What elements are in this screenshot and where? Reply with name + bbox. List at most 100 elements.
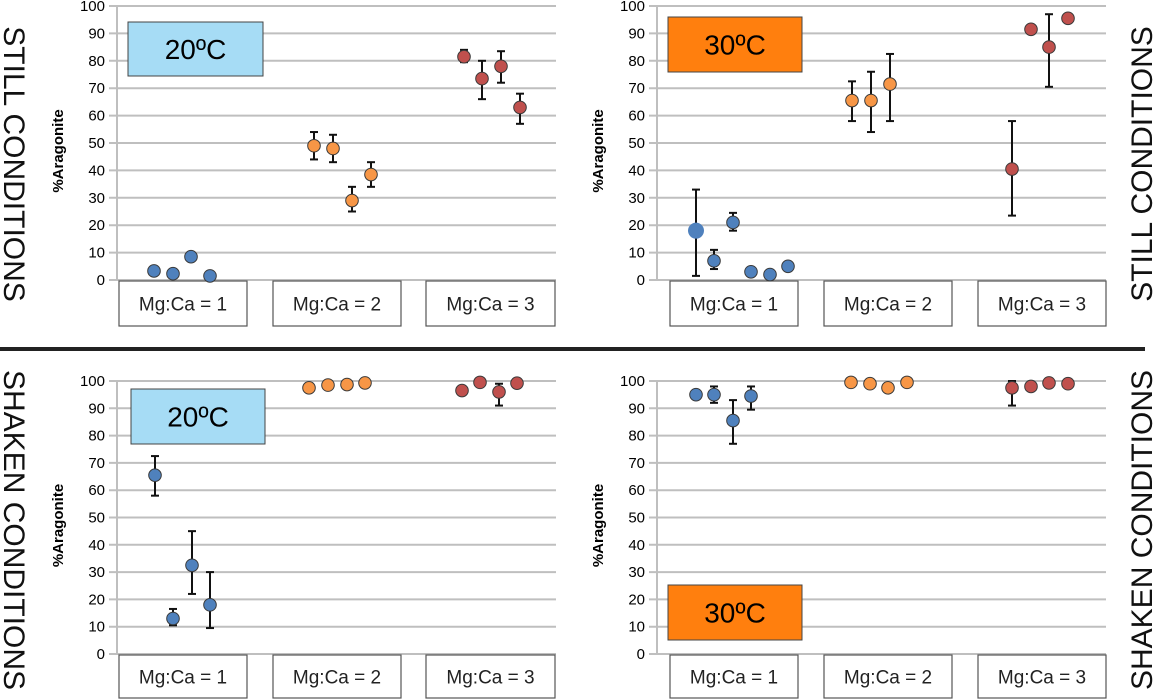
data-point [492,385,506,399]
data-point [340,377,354,392]
y-tick-label: 20 [88,591,105,608]
category-box [977,280,1107,327]
y-tick-label: 100 [620,0,645,15]
y-tick-label: 20 [88,217,105,234]
temperature-box [667,584,803,641]
y-tick-label: 90 [88,400,105,417]
y-tick-label: 50 [628,510,645,527]
category-box [272,280,402,327]
row-label-shaken-left: SHAKEN CONDITIONS [0,370,30,690]
y-tick-label: 50 [628,135,645,152]
y-tick-label: 0 [97,646,105,663]
panel-shaken-30C: 0 10 20 30 40 50 60 70 80 90 100 %Aragonite 30ºC Mg:C… [590,373,1107,699]
y-tick-label: 80 [88,428,105,445]
y-tick-label: 70 [88,455,105,472]
y-tick-label: 70 [628,455,645,472]
data-point [475,71,489,86]
y-axis-label: %Aragonite [50,484,67,567]
data-point [148,468,162,482]
x-category-label: Mg:Ca = 2 [293,295,381,316]
data-point [364,167,378,182]
y-tick-label: 60 [628,482,645,499]
temperature-label: 20ºC [167,402,229,433]
y-tick-label: 40 [628,162,645,179]
data-point [457,49,471,64]
data-point [345,193,359,208]
y-tick-label: 70 [628,80,645,97]
x-category-label: Mg:Ca = 2 [844,295,932,316]
category-box [823,654,953,699]
y-tick-label: 90 [628,25,645,42]
y-axis-label: %Aragonite [590,109,607,192]
data-point [1042,376,1056,390]
x-category-label: Mg:Ca = 1 [690,295,778,316]
temperature-box [127,21,264,77]
y-tick-label: 40 [628,537,645,554]
data-point [726,413,740,428]
category-box [272,654,402,699]
y-tick-label: 20 [628,217,645,234]
x-category-label: Mg:Ca = 2 [293,668,381,689]
data-point [688,222,704,239]
data-point [689,387,703,402]
data-point [455,383,469,398]
data-point [166,611,180,626]
data-point [513,100,527,115]
data-point [726,215,740,230]
x-category-label: Mg:Ca = 1 [139,295,227,316]
y-tick-label: 30 [628,564,645,581]
data-point [1061,11,1075,26]
data-point [494,59,508,74]
row-label-shaken-right: SHAKEN CONDITIONS [1126,370,1159,690]
data-point [1042,40,1056,54]
y-tick-label: 100 [80,0,105,15]
y-tick-label: 60 [628,108,645,125]
y-tick-label: 10 [88,619,105,636]
category-box [669,654,799,699]
data-point [185,558,199,573]
data-point [1024,379,1038,394]
y-tick-label: 20 [628,591,645,608]
data-point [707,387,721,402]
data-point [326,141,340,156]
data-point [844,375,858,390]
x-category-label: Mg:Ca = 3 [446,668,534,689]
temperature-box [667,16,803,73]
data-point [147,264,161,278]
y-tick-label: 50 [88,135,105,152]
data-point [203,598,217,612]
y-tick-label: 30 [88,564,105,581]
y-tick-label: 10 [628,619,645,636]
data-point [863,376,877,391]
x-category-label: Mg:Ca = 3 [998,668,1086,689]
y-tick-label: 40 [88,162,105,179]
data-point [307,138,321,153]
y-tick-label: 80 [628,428,645,445]
y-tick-label: 30 [628,190,645,207]
temperature-label: 20ºC [165,34,227,65]
category-box [118,280,248,327]
y-tick-label: 90 [628,400,645,417]
data-point [763,267,777,282]
data-point [166,266,180,281]
data-point [864,93,878,108]
data-point [510,376,524,390]
data-point [883,77,897,91]
row-label-still-right: STILL CONDITIONS [1126,26,1159,302]
data-point [845,93,859,108]
data-point [1061,376,1075,391]
category-box [118,654,248,699]
y-tick-label: 60 [88,108,105,125]
data-point [1005,162,1019,176]
data-point [473,375,487,390]
y-tick-label: 0 [637,272,645,289]
x-category-label: Mg:Ca = 1 [690,668,778,689]
category-box [425,654,556,699]
y-tick-label: 40 [88,537,105,554]
category-box [823,280,953,327]
y-tick-label: 90 [88,25,105,42]
panel-shaken-20C: 0 10 20 30 40 50 60 70 80 90 100 %Aragonite 20ºC Mg:C… [50,373,556,699]
y-tick-label: 30 [88,190,105,207]
data-point [744,389,758,403]
category-box [669,280,799,327]
